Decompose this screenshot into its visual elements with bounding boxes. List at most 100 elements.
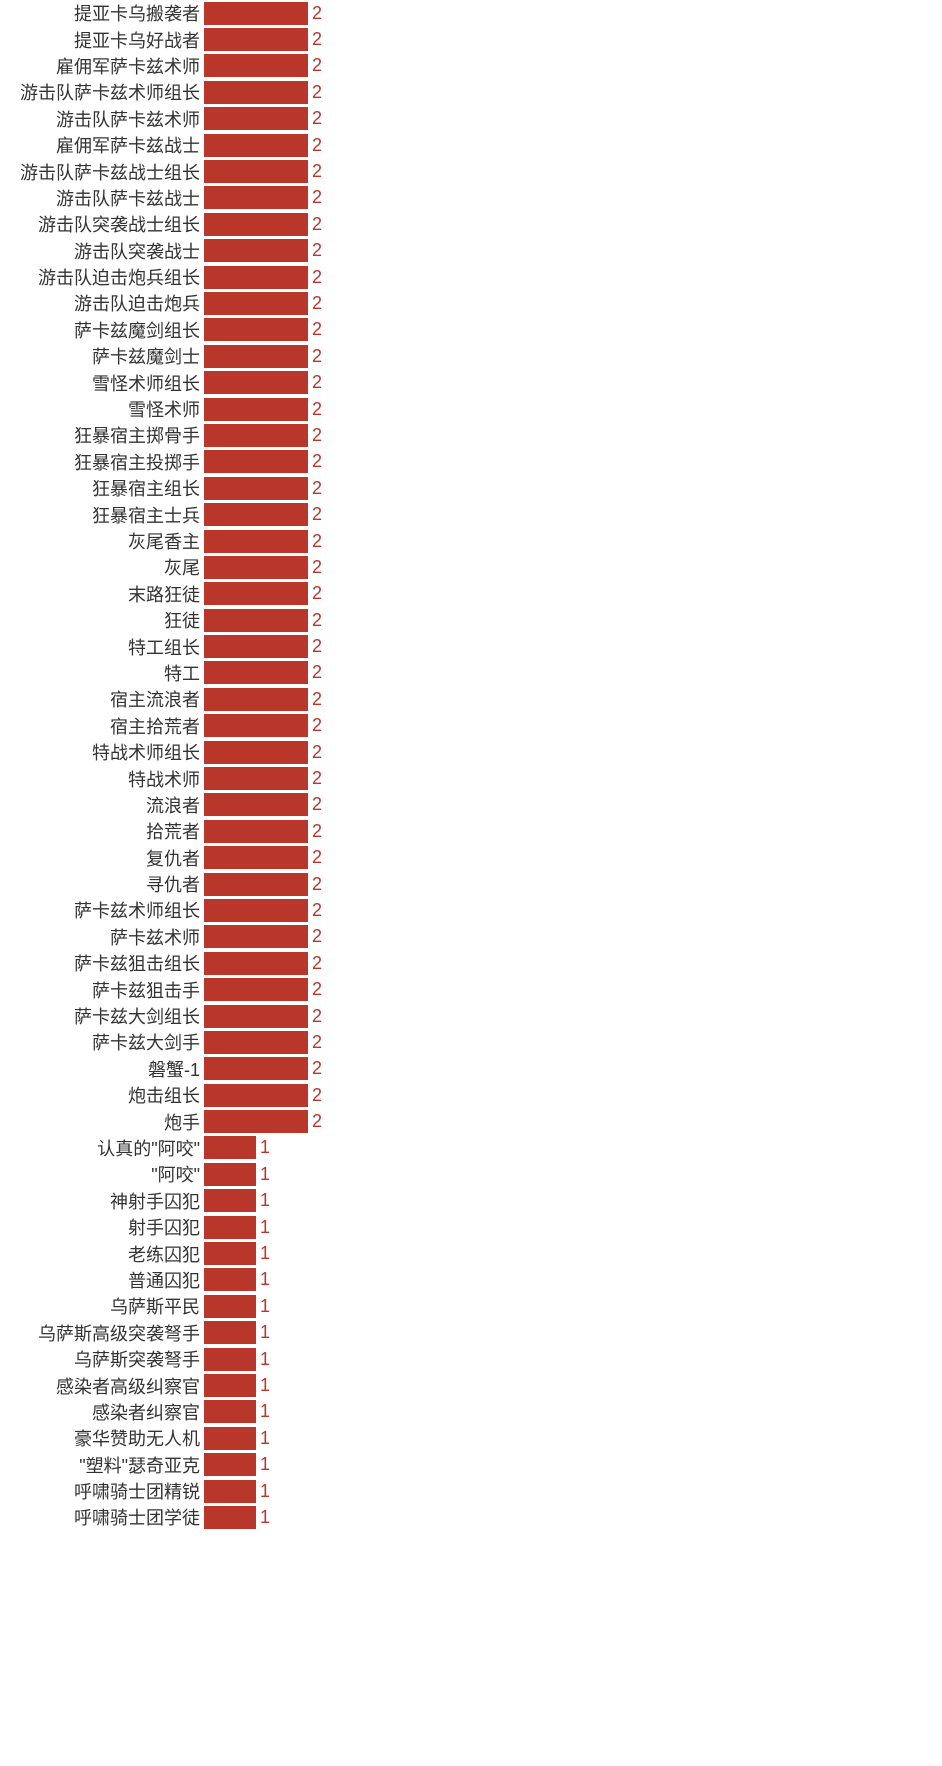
- bar-area: 2: [204, 818, 942, 844]
- bar-area: 1: [204, 1293, 942, 1319]
- bar-row: 游击队突袭战士组长 2: [0, 211, 942, 237]
- bar-label: 萨卡兹狙击组长: [0, 950, 204, 976]
- bar-value: 2: [312, 847, 322, 868]
- bar: [204, 1480, 256, 1503]
- bar-area: 1: [204, 1135, 942, 1161]
- bar-value: 1: [260, 1217, 270, 1238]
- bar-row: 复仇者 2: [0, 845, 942, 871]
- bar-label: 狂暴宿主掷骨手: [0, 422, 204, 448]
- bar-area: 1: [204, 1267, 942, 1293]
- bar-label: 炮手: [0, 1109, 204, 1135]
- bar: [204, 54, 308, 77]
- bar-area: 2: [204, 792, 942, 818]
- bar-label: 萨卡兹狙击手: [0, 977, 204, 1003]
- bar-label: 炮击组长: [0, 1082, 204, 1108]
- bar: [204, 1242, 256, 1265]
- bar-value: 2: [312, 821, 322, 842]
- bar-row: 老练囚犯1: [0, 1240, 942, 1266]
- bar-value: 2: [312, 29, 322, 50]
- bar-label: 感染者高级纠察官: [0, 1373, 204, 1399]
- bar-value: 1: [260, 1349, 270, 1370]
- bar: [204, 1163, 256, 1186]
- bar-label: 磐蟹-1: [0, 1056, 204, 1082]
- bar-area: 2: [204, 660, 942, 686]
- bar-value: 2: [312, 1085, 322, 1106]
- bar-label: "塑料"瑟奇亚克: [0, 1452, 204, 1478]
- bar-value: 2: [312, 187, 322, 208]
- bar-area: 2: [204, 554, 942, 580]
- bar: [204, 186, 308, 209]
- bar-value: 1: [260, 1269, 270, 1290]
- bar-area: 1: [204, 1240, 942, 1266]
- bar: [204, 28, 308, 51]
- bar-row: 萨卡兹狙击手 2: [0, 976, 942, 1002]
- bar: [204, 2, 308, 25]
- bar-label: 游击队突袭战士组长: [0, 211, 204, 237]
- bar: [204, 345, 308, 368]
- bar-row: 游击队萨卡兹战士2: [0, 185, 942, 211]
- bar-area: 2: [204, 290, 942, 316]
- bar: [204, 1189, 256, 1212]
- bar: [204, 1321, 256, 1344]
- bar-label: 游击队突袭战士: [0, 238, 204, 264]
- bar-label: 游击队迫击炮兵: [0, 290, 204, 316]
- bar-row: 灰尾2: [0, 554, 942, 580]
- bar-row: 萨卡兹术师2: [0, 924, 942, 950]
- bar: [204, 741, 308, 764]
- bar-value: 2: [312, 214, 322, 235]
- bar-label: 感染者纠察官: [0, 1399, 204, 1425]
- bar-value: 2: [312, 1032, 322, 1053]
- bar-label: 射手囚犯: [0, 1214, 204, 1240]
- bar-value: 2: [312, 926, 322, 947]
- bar-row: 游击队萨卡兹术师组长2: [0, 79, 942, 105]
- bar-row: 狂暴宿主投掷手2: [0, 449, 942, 475]
- bar: [204, 688, 308, 711]
- bar-row: 神射手囚犯1: [0, 1188, 942, 1214]
- bar-row: 狂暴宿主士兵2: [0, 501, 942, 527]
- bar-value: 2: [312, 636, 322, 657]
- bar-row: 呼啸骑士团学徒1: [0, 1504, 942, 1530]
- bar: [204, 213, 308, 236]
- bar-row: 宿主流浪者2: [0, 686, 942, 712]
- bar-area: 1: [204, 1188, 942, 1214]
- bar-value: 1: [260, 1190, 270, 1211]
- bar-area: 2: [204, 528, 942, 554]
- bar-area: 2: [204, 422, 942, 448]
- bar-row: 狂暴宿主掷骨手2: [0, 422, 942, 448]
- bar-value: 1: [260, 1296, 270, 1317]
- bar-row: 磐蟹-12: [0, 1056, 942, 1082]
- bar-value: 2: [312, 900, 322, 921]
- bar-row: 萨卡兹魔剑士2: [0, 343, 942, 369]
- bar-label: 复仇者: [0, 845, 204, 871]
- bar-label: 特战术师: [0, 766, 204, 792]
- bar-value: 2: [312, 979, 322, 1000]
- bar: [204, 398, 308, 421]
- bar-label: 流浪者: [0, 792, 204, 818]
- bar-label: 萨卡兹大剑手: [0, 1029, 204, 1055]
- bar-value: 2: [312, 874, 322, 895]
- bar-label: 游击队萨卡兹术师组长: [0, 79, 204, 105]
- bar: [204, 1427, 256, 1450]
- bar-area: 2: [204, 185, 942, 211]
- bar: [204, 371, 308, 394]
- bar-label: 乌萨斯突袭弩手: [0, 1346, 204, 1372]
- bar-value: 2: [312, 346, 322, 367]
- bar: [204, 1057, 308, 1080]
- bar-value: 1: [260, 1454, 270, 1475]
- bar: [204, 503, 308, 526]
- bar-area: 2: [204, 343, 942, 369]
- bar: [204, 81, 308, 104]
- bar-value: 2: [312, 161, 322, 182]
- bar-row: 萨卡兹大剑手 2: [0, 1029, 942, 1055]
- bar-row: 萨卡兹大剑组长2: [0, 1003, 942, 1029]
- bar-area: 2: [204, 132, 942, 158]
- bar-area: 1: [204, 1478, 942, 1504]
- bar-value: 2: [312, 135, 322, 156]
- bar: [204, 530, 308, 553]
- bar-row: 感染者纠察官1: [0, 1399, 942, 1425]
- bar: [204, 978, 308, 1001]
- bar-area: 1: [204, 1346, 942, 1372]
- bar-row: 射手囚犯 1: [0, 1214, 942, 1240]
- bar-area: 1: [204, 1161, 942, 1187]
- bar-label: 雇佣军萨卡兹战士: [0, 132, 204, 158]
